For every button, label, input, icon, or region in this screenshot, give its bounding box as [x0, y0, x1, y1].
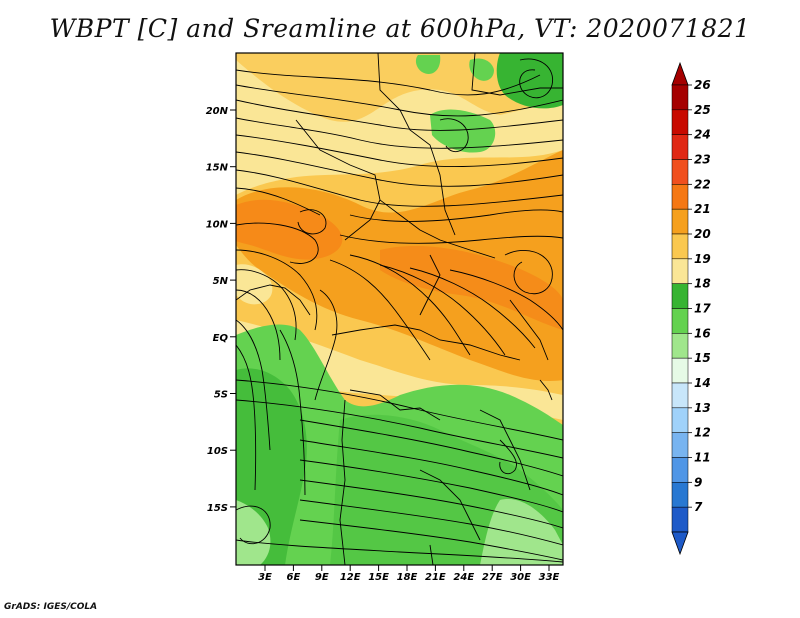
- colorbar-swatch: [671, 233, 689, 260]
- colorbar-label: 25: [694, 103, 711, 117]
- colorbar-label: 18: [694, 277, 711, 291]
- colorbar-swatch: [671, 506, 689, 533]
- lon-tick-label: 24E: [453, 572, 474, 583]
- colorbar-swatch: [671, 457, 689, 483]
- map-frame: [235, 52, 564, 566]
- colorbar-swatch: [671, 382, 689, 409]
- lon-tick-label: 9E: [315, 572, 329, 583]
- lat-tick-label: EQ: [213, 333, 229, 344]
- colorbar-swatch: [671, 134, 689, 160]
- chart-title: WBPT [C] and Sreamline at 600hPa, VT: 20…: [49, 14, 751, 43]
- lat-tick-label: 15N: [206, 163, 229, 174]
- colorbar-label: 15: [694, 351, 711, 365]
- wbpt-shading: [236, 53, 563, 565]
- lat-tick-label: 10N: [206, 219, 229, 230]
- colorbar-top-arrow: [671, 61, 689, 86]
- colorbar-swatch: [671, 407, 689, 433]
- longitude-axis: 3E 6E 9E 12E 15E 18E 21E 24E 27E 30E 33E: [258, 565, 560, 583]
- colorbar-label: 16: [694, 326, 711, 340]
- lat-tick-label: 5S: [214, 390, 228, 401]
- country-borders: [236, 53, 563, 565]
- colorbar-label: 7: [694, 500, 703, 514]
- lon-tick-label: 21E: [425, 572, 446, 583]
- lon-tick-label: 12E: [340, 572, 361, 583]
- colorbar-swatch: [671, 333, 689, 359]
- lon-tick-label: 15E: [368, 572, 389, 583]
- lat-tick-label: 20N: [206, 106, 229, 117]
- lat-tick-label: 10S: [207, 446, 228, 457]
- colorbar-swatch: [671, 283, 689, 309]
- colorbar-label: 21: [694, 202, 711, 216]
- colorbar-swatch: [671, 258, 689, 284]
- colorbar-swatch: [671, 432, 689, 458]
- colorbar-swatch: [671, 109, 689, 135]
- streamlines: [236, 58, 563, 563]
- colorbar-label: 20: [694, 227, 711, 241]
- lon-tick-label: 3E: [258, 572, 272, 583]
- colorbar-swatch: [671, 357, 689, 384]
- colorbar-label: 14: [694, 376, 711, 390]
- lon-tick-label: 18E: [397, 572, 418, 583]
- colorbar-label: 19: [694, 252, 711, 266]
- colorbar-label: 24: [694, 128, 711, 142]
- lat-tick-label: 5N: [213, 276, 229, 287]
- colorbar-swatch: [671, 482, 689, 508]
- colorbar: 26 25 24 23 22 21 20 19 18 17 16 15 14 13 12 11 9 7: [671, 61, 711, 556]
- lon-tick-label: 30E: [510, 572, 531, 583]
- colorbar-label: 26: [694, 78, 711, 92]
- colorbar-label: 9: [694, 475, 702, 489]
- colorbar-label: 17: [694, 302, 711, 316]
- latitude-axis: 20N 15N 10N 5N EQ 5S 10S 15S: [206, 106, 236, 514]
- lon-tick-label: 6E: [287, 572, 301, 583]
- colorbar-label: 11: [694, 451, 711, 465]
- colorbar-bottom-arrow: [671, 531, 689, 556]
- colorbar-label: 23: [694, 153, 711, 167]
- colorbar-swatch: [671, 308, 689, 334]
- lat-tick-label: 15S: [207, 503, 228, 514]
- lon-tick-label: 33E: [539, 572, 560, 583]
- colorbar-swatch: [671, 184, 689, 210]
- colorbar-swatch: [671, 208, 689, 235]
- colorbar-swatch: [671, 159, 689, 185]
- colorbar-swatch: [671, 84, 689, 111]
- credit-label: GrADS: IGES/COLA: [4, 602, 98, 612]
- colorbar-label: 12: [694, 426, 711, 440]
- colorbar-label: 22: [694, 177, 711, 191]
- lon-tick-label: 27E: [482, 572, 503, 583]
- colorbar-label: 13: [694, 401, 711, 415]
